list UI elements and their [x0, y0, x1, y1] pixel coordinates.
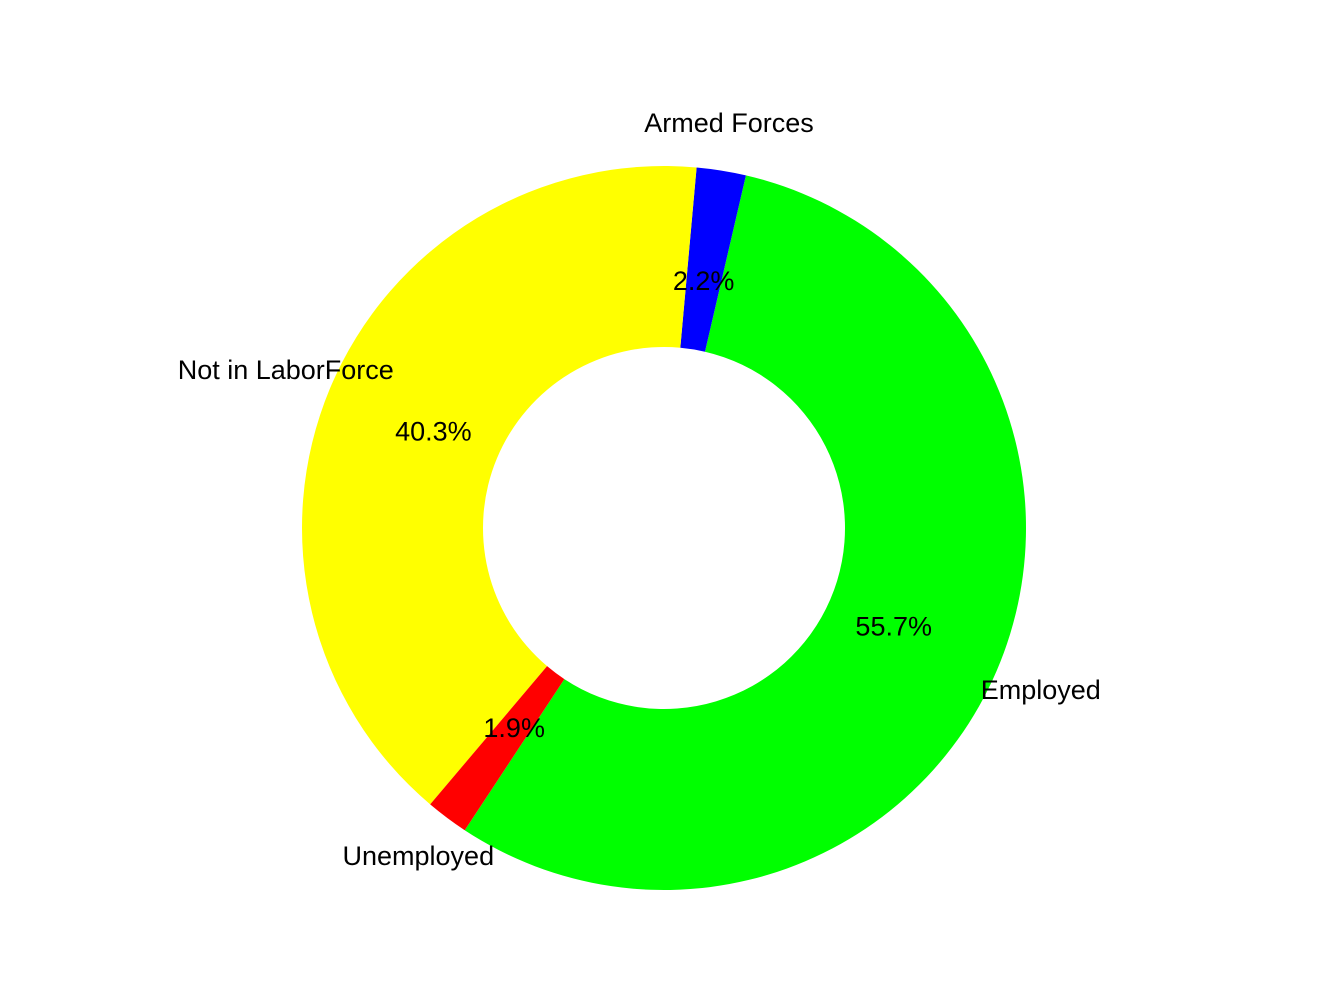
- percent-label-not-in-laborforce: 40.3%: [395, 417, 472, 447]
- slices-layer: [302, 166, 1026, 890]
- category-label-not-in-laborforce: Not in LaborForce: [178, 355, 394, 385]
- category-label-employed: Employed: [981, 675, 1101, 705]
- category-label-armed-forces: Armed Forces: [644, 108, 814, 138]
- percent-label-unemployed: 1.9%: [483, 713, 545, 743]
- percent-label-armed-forces: 2.2%: [673, 266, 735, 296]
- category-label-unemployed: Unemployed: [343, 841, 495, 871]
- percent-label-employed: 55.7%: [855, 612, 932, 642]
